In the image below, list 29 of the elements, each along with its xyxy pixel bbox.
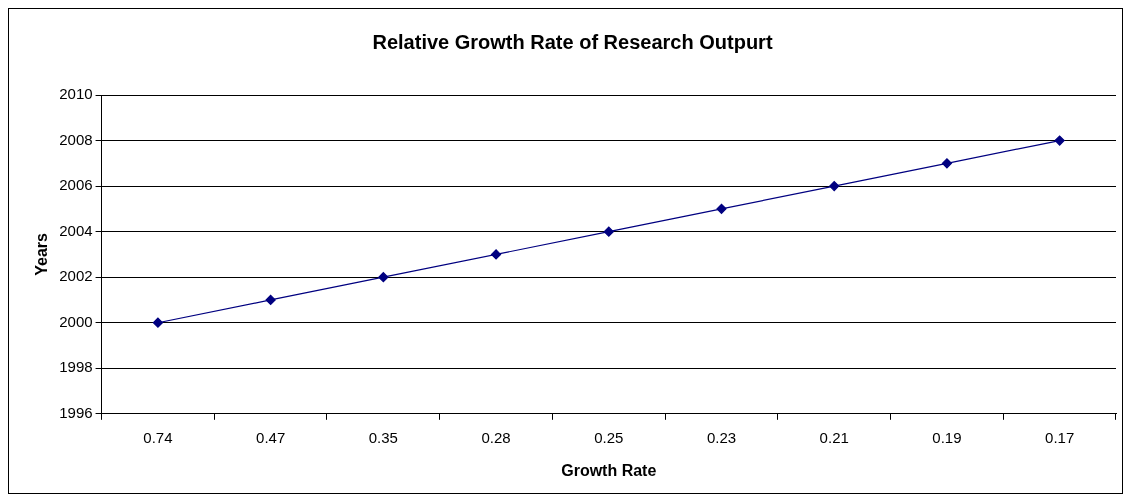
point	[603, 226, 614, 237]
x-tick-label: 0.19	[932, 428, 962, 446]
x-tick-label: 0.23	[706, 428, 737, 446]
x-tick-label: 0.21	[819, 428, 849, 446]
x-tick-label: 0.28	[481, 428, 511, 446]
y-tick-label: 1996	[59, 403, 93, 421]
y-tick-label: 2002	[59, 267, 93, 285]
point	[152, 317, 164, 328]
y-tick-label: 1998	[59, 358, 93, 376]
point	[490, 249, 502, 260]
point	[378, 272, 389, 283]
y-tick-label: 2004	[59, 221, 93, 239]
y-tick-label: 2000	[59, 312, 93, 330]
point	[1054, 135, 1065, 146]
point	[716, 203, 727, 214]
x-tick-label: 0.74	[143, 428, 173, 446]
y-axis-title: Years	[33, 232, 51, 276]
x-tick-label: 0.35	[368, 428, 398, 446]
x-tick-label: 0.25	[594, 428, 624, 446]
chart-title: Relative Growth Rate of Research Outpurt	[372, 30, 773, 53]
y-tick-label: 2006	[59, 176, 93, 194]
point	[941, 158, 953, 169]
x-axis-title: Growth Rate	[561, 461, 657, 479]
x-tick-label: 0.17	[1045, 428, 1075, 446]
point	[829, 180, 840, 192]
point	[265, 294, 276, 306]
x-tick-label: 0.47	[256, 428, 286, 446]
y-tick-label: 2010	[59, 85, 93, 103]
y-tick-label: 2008	[59, 130, 93, 148]
